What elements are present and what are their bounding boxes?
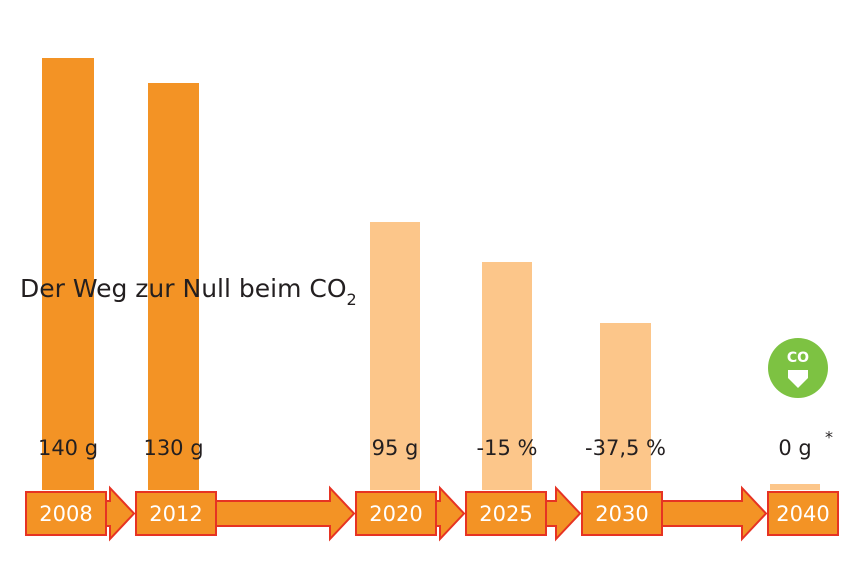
year-label: 2012 [149, 502, 202, 526]
value-label: 0 g [778, 436, 811, 460]
year-label: 2020 [369, 502, 422, 526]
bar [370, 222, 420, 490]
bar [148, 83, 199, 490]
bar [482, 262, 532, 490]
arrow [659, 485, 768, 542]
bars [42, 58, 820, 490]
arrow [213, 485, 356, 542]
year-label: 2008 [39, 502, 92, 526]
icon-plug [788, 370, 808, 388]
value-label: 95 g [372, 436, 419, 460]
icon-text: CO [787, 350, 809, 366]
year-box [25, 491, 107, 536]
value-label: -37,5 % [585, 436, 666, 460]
arrow [543, 485, 582, 542]
value-label: -15 % [477, 436, 538, 460]
year-label: 2040 [776, 502, 829, 526]
year-label: 2025 [479, 502, 532, 526]
value-label: 140 g [38, 436, 98, 460]
labels: 140 g 130 g 95 g -15 % -37,5 % 0 g * [38, 428, 833, 461]
bar [42, 58, 94, 490]
co2-icon: CO [768, 338, 828, 398]
title-text: Der Weg zur Null beim CO [20, 274, 347, 303]
year-box [135, 491, 217, 536]
year-box [465, 491, 547, 536]
title-subscript: 2 [347, 290, 357, 309]
value-label: 130 g [143, 436, 203, 460]
arrow [103, 485, 136, 542]
year-box [355, 491, 437, 536]
bar [600, 323, 651, 490]
icon-circle [768, 338, 828, 398]
year-box [581, 491, 663, 536]
year-box [767, 491, 839, 536]
bar [770, 484, 820, 490]
year-label: 2030 [595, 502, 648, 526]
title: Der Weg zur Null beim CO2 [20, 274, 357, 309]
timeline: 2008 2012 2020 2025 2030 2040 [25, 485, 839, 542]
note-marker: * [825, 428, 833, 447]
arrow [433, 485, 466, 542]
